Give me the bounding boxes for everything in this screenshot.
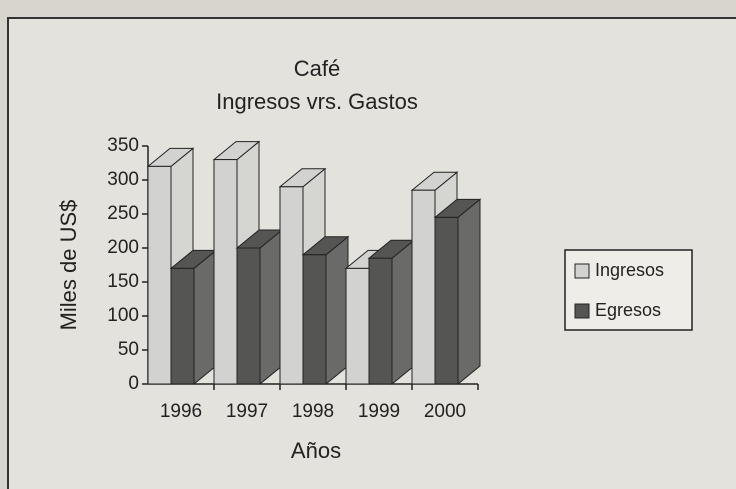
y-tick-label: 50 [118,339,139,360]
bar-side [193,249,217,386]
x-tick-label: 1996 [160,401,202,422]
y-tick-label: 100 [107,305,139,326]
y-tick-label: 150 [107,271,139,292]
legend-label: Egresos [595,300,661,320]
bar-side [391,239,415,386]
bar [434,216,459,385]
y-tick-label: 0 [128,373,139,394]
chart-title: Café [294,56,340,81]
x-tick-label: 1999 [358,401,400,422]
bar-side [325,235,349,386]
bar-side [259,228,283,386]
bar [279,186,304,385]
y-tick-label: 350 [107,135,139,156]
x-axis-label: Años [291,438,341,463]
chart-subtitle: Ingresos vrs. Gastos [216,89,418,114]
legend-swatch [574,263,590,279]
bar-side [457,198,481,386]
y-axis-label: Miles de US$ [56,200,81,331]
x-tick-label: 1997 [226,401,268,422]
bar [213,159,238,385]
x-tick-label: 1998 [292,401,334,422]
bar [170,267,195,385]
bar [411,189,436,385]
bar [345,267,370,385]
y-tick-label: 250 [107,203,139,224]
y-tick-label: 200 [107,237,139,258]
bar [302,254,327,385]
bar [236,247,261,385]
bar [368,257,393,385]
y-tick-label: 300 [107,169,139,190]
legend-swatch [574,303,590,319]
x-tick-label: 2000 [424,401,466,422]
bar [147,165,172,385]
legend-label: Ingresos [595,260,664,280]
